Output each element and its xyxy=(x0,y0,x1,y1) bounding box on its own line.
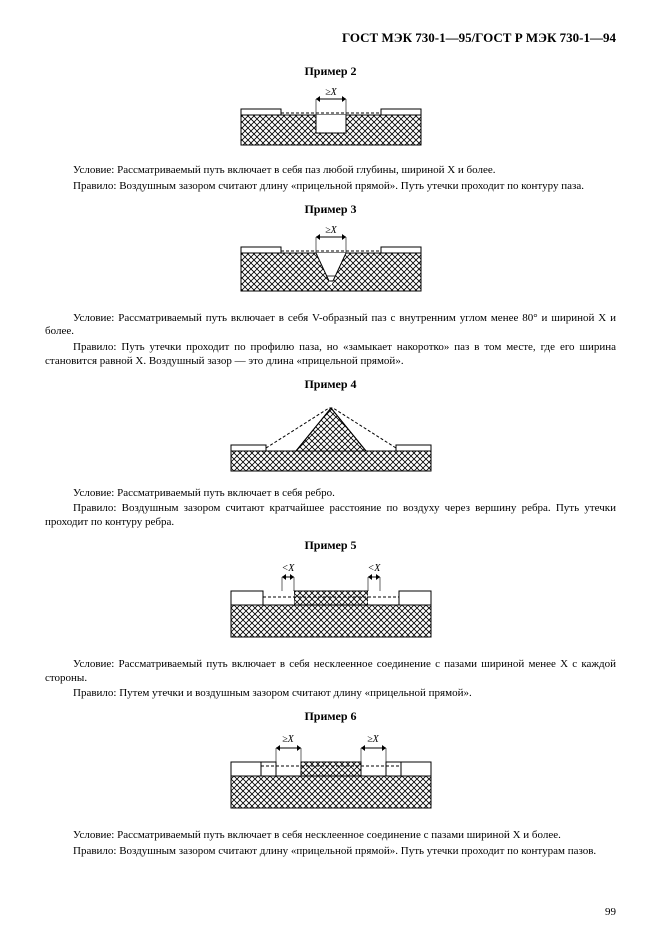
example-3-rule: Правило: Путь утечки проходит по профилю… xyxy=(45,341,616,369)
example-5-rule: Правило: Путем утечки и воздушным зазоро… xyxy=(45,687,616,701)
dim-label-5-left: <X xyxy=(281,563,295,574)
dim-label-3: ≥X xyxy=(325,225,337,236)
example-6-title: Пример 6 xyxy=(45,709,616,724)
example-6-diagram: ≥X ≥X xyxy=(45,728,616,823)
example-5-diagram: <X <X xyxy=(45,557,616,652)
example-4-rule: Правило: Воздушным зазором считают кратч… xyxy=(45,502,616,530)
example-3-condition: Условие: Рассматриваемый путь включает в… xyxy=(45,312,616,340)
example-2-rule: Правило: Воздушным зазором считают длину… xyxy=(45,180,616,194)
example-2-diagram: ≥X xyxy=(45,83,616,158)
example-4-diagram xyxy=(45,396,616,481)
example-2-title: Пример 2 xyxy=(45,64,616,79)
dim-label-6-right: ≥X xyxy=(367,734,379,745)
document-header: ГОСТ МЭК 730-1—95/ГОСТ Р МЭК 730-1—94 xyxy=(45,30,616,46)
page-number: 99 xyxy=(605,906,616,918)
dim-label-2: ≥X xyxy=(325,87,337,98)
example-3-diagram: ≥X xyxy=(45,221,616,306)
example-6-condition: Условие: Рассматриваемый путь включает в… xyxy=(45,829,616,843)
dim-label-6-left: ≥X xyxy=(282,734,294,745)
example-4-title: Пример 4 xyxy=(45,377,616,392)
dim-label-5-right: <X xyxy=(367,563,381,574)
example-5-condition: Условие: Рассматриваемый путь включает в… xyxy=(45,658,616,686)
example-4-condition: Условие: Рассматриваемый путь включает в… xyxy=(45,487,616,501)
example-3-title: Пример 3 xyxy=(45,202,616,217)
example-2-condition: Условие: Рассматриваемый путь включает в… xyxy=(45,164,616,178)
example-6-rule: Правило: Воздушным зазором считают длину… xyxy=(45,845,616,859)
example-5-title: Пример 5 xyxy=(45,538,616,553)
